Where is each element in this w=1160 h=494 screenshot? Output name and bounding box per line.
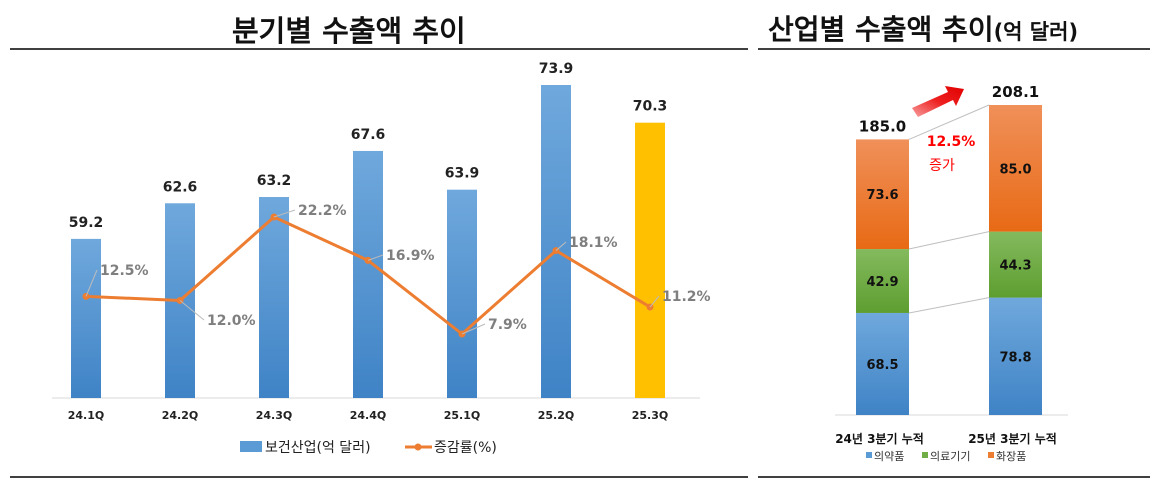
x-tick-label: 24.1Q: [68, 409, 105, 422]
legend-label: 화장품: [996, 450, 1026, 463]
bar-value-label: 73.9: [539, 61, 574, 77]
increase-arrow-icon: [912, 86, 964, 117]
x-tick-label: 25.1Q: [444, 409, 481, 422]
bar-24.3Q: [259, 197, 289, 398]
total-label: 185.0: [859, 117, 906, 135]
x-tick-label: 25.3Q: [632, 409, 669, 422]
increase-text: 증가: [929, 158, 955, 174]
right-chart-title-unit: (억 달러): [993, 20, 1079, 44]
connector-line: [908, 297, 990, 314]
x-tick-label: 24년 3분기 누적: [835, 431, 924, 446]
bar-value-label: 67.6: [351, 127, 386, 143]
stacked-segment-의약품: [989, 297, 1042, 415]
bar-25.1Q: [447, 189, 477, 398]
segment-value-label: 78.8: [999, 350, 1031, 365]
legend-bar-label: 보건산업(억 달러): [265, 440, 371, 456]
legend-swatch-화장품: [988, 452, 994, 458]
increase-rate-label: 12.5%: [927, 134, 976, 150]
rate-label: 12.5%: [100, 263, 149, 279]
rate-label: 22.2%: [298, 203, 347, 219]
legend-line-marker: [414, 443, 422, 451]
bar-value-label: 62.6: [163, 179, 198, 195]
segment-value-label: 73.6: [866, 188, 898, 203]
stacked-segment-의료기기: [856, 249, 909, 313]
segment-value-label: 44.3: [999, 259, 1031, 274]
total-label: 208.1: [992, 83, 1039, 101]
stacked-segment-의약품: [856, 312, 909, 415]
rate-leader-line: [367, 254, 384, 261]
legend-line-label: 증감률(%): [434, 440, 497, 456]
legend-swatch-의약품: [866, 452, 872, 458]
rate-leader-line: [649, 295, 660, 308]
segment-value-label: 68.5: [866, 358, 898, 373]
rate-leader-line: [555, 241, 567, 251]
right-chart-title: 산업별 수출액 추이(억 달러): [768, 8, 1078, 48]
bar-25.3Q: [635, 122, 665, 399]
segment-value-label: 42.9: [866, 275, 898, 290]
rate-label: 7.9%: [488, 317, 527, 333]
right-chart-title-main: 산업별 수출액 추이: [768, 13, 994, 46]
legend-swatch-의료기기: [922, 452, 928, 458]
rate-leader-line: [461, 323, 486, 335]
segment-value-label: 85.0: [999, 162, 1031, 177]
rate-leader-line: [179, 300, 205, 321]
x-tick-label: 25년 3분기 누적: [968, 431, 1057, 446]
rate-leader-line: [273, 209, 296, 218]
bar-24.1Q: [71, 238, 101, 398]
rate-label: 12.0%: [207, 313, 256, 329]
left-chart-title: 분기별 수출액 추이: [232, 14, 466, 48]
rate-leader-line: [85, 269, 98, 297]
stacked-segment-화장품: [989, 105, 1042, 232]
legend-bar-swatch: [240, 441, 262, 452]
x-tick-label: 25.2Q: [538, 409, 575, 422]
rate-label: 18.1%: [569, 235, 618, 251]
bar-24.4Q: [353, 150, 383, 398]
x-tick-label: 24.3Q: [256, 409, 293, 422]
stacked-segment-화장품: [856, 139, 909, 250]
x-tick-label: 24.2Q: [162, 409, 199, 422]
legend-label: 의료기기: [930, 450, 970, 463]
rate-label: 11.2%: [662, 289, 711, 305]
bar-value-label: 70.3: [633, 99, 668, 115]
bar-25.2Q: [541, 85, 571, 398]
legend-label: 의약품: [874, 449, 904, 463]
bar-value-label: 59.2: [69, 215, 104, 231]
connector-line: [908, 104, 990, 140]
stacked-segment-의료기기: [989, 231, 1042, 298]
connector-line: [908, 231, 990, 250]
bar-value-label: 63.2: [257, 173, 292, 189]
x-tick-label: 24.4Q: [350, 409, 387, 422]
bar-value-label: 63.9: [445, 166, 480, 182]
rate-label: 16.9%: [386, 248, 435, 264]
